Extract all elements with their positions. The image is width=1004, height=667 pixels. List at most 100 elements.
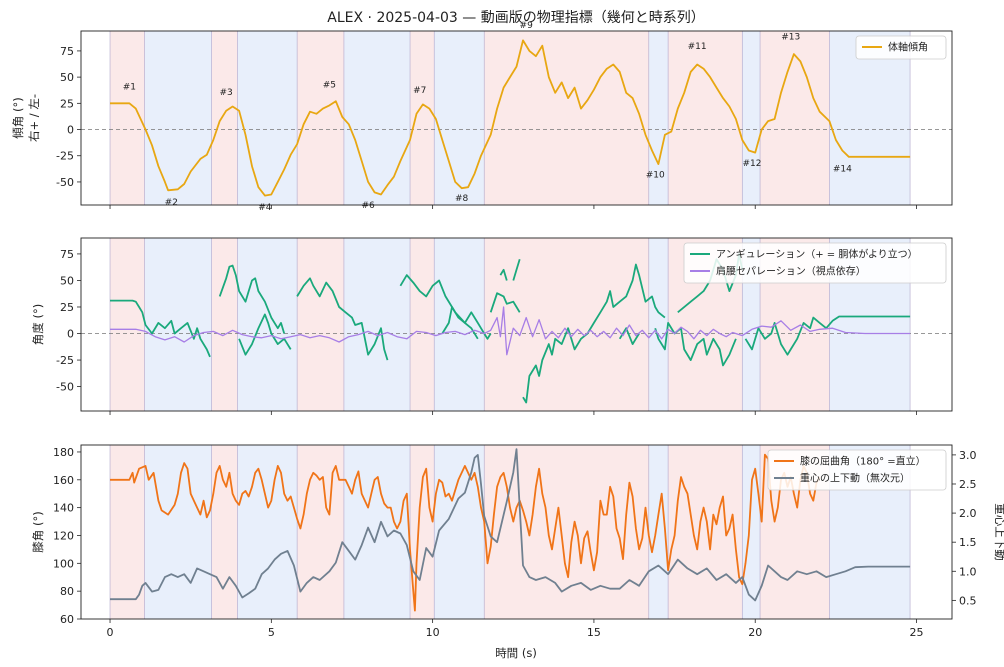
figure-title: ALEX · 2025-04-03 — 動画版の物理指標（幾何と時系列） xyxy=(327,10,704,26)
y-axis-label: 傾角 (°) xyxy=(11,97,25,138)
y-tick-label: 0 xyxy=(67,328,74,341)
legend-label: 膝の屈曲角（180° =直立） xyxy=(800,455,926,468)
x-tick-label: 5 xyxy=(268,626,275,639)
middle-panel: -50 -25 0 25 50 75 角度 (°) アンギュレーション（+ = 胴体がより立つ… xyxy=(31,237,953,415)
peak-annotation: #3 xyxy=(220,88,233,98)
y-tick-label: 80 xyxy=(60,585,74,598)
x-tick-label: 10 xyxy=(426,626,440,639)
legend-box xyxy=(855,35,947,60)
phase-band xyxy=(297,238,344,411)
peak-annotation: #13 xyxy=(781,32,800,42)
phase-band xyxy=(237,238,298,411)
phase-band xyxy=(110,238,145,411)
x-tick-label: 25 xyxy=(910,626,924,639)
phase-band xyxy=(297,31,344,205)
phase-band xyxy=(760,31,830,205)
y-tick-label: 180 xyxy=(53,446,74,459)
y2-tick-label: 3.0 xyxy=(959,449,977,462)
phase-band xyxy=(297,445,344,619)
phase-band xyxy=(144,445,212,619)
series-line xyxy=(522,263,666,404)
y-axis-label: 右+ / 左- xyxy=(27,94,41,142)
phase-band xyxy=(211,238,238,411)
top-panel: #1 #2 #3 #4 #5 #6 #7 #8 #9 #10 #11 #12 #13 #14 -50 -25 0… xyxy=(11,21,953,213)
series-line xyxy=(512,258,521,281)
series-line xyxy=(110,453,821,612)
y-axis-label: 角度 (°) xyxy=(31,304,45,345)
phase-band xyxy=(110,31,145,205)
phase-band xyxy=(434,238,485,411)
phase-band xyxy=(343,238,411,411)
plot-frame xyxy=(80,444,953,620)
legend: 体軸傾角 xyxy=(855,35,947,60)
bottom-panel: 0 5 10 15 20 25 60 80 100 120 140 160 180 0.5 1.0 1.5 2.… xyxy=(31,444,1004,639)
y-tick-label: 50 xyxy=(60,274,74,287)
phase-band xyxy=(742,31,761,205)
phase-band xyxy=(484,445,649,619)
y-axis-label: 膝角 (°) xyxy=(31,511,45,552)
y-tick-label: -25 xyxy=(56,354,74,367)
series-line xyxy=(499,268,508,281)
phase-band xyxy=(211,445,238,619)
y-tick-label: 160 xyxy=(53,474,74,487)
plot-frame xyxy=(80,30,953,206)
series-line xyxy=(296,277,389,361)
y2-tick-label: 1.5 xyxy=(959,536,977,549)
x-axis-label: 時間 (s) xyxy=(495,646,537,660)
y-tick-label: 60 xyxy=(60,613,74,626)
phase-band xyxy=(668,31,743,205)
peak-annotation: #1 xyxy=(123,83,136,93)
peak-annotation: #7 xyxy=(413,86,426,96)
legend-box xyxy=(767,449,947,491)
peak-annotation: #12 xyxy=(742,159,761,169)
phase-band xyxy=(343,31,411,205)
y2-axis-label: 重心上下動 xyxy=(993,503,1004,561)
x-tick-label: 0 xyxy=(107,626,114,639)
plot-frame xyxy=(80,237,953,412)
y-tick-label: -50 xyxy=(56,381,74,394)
phase-band xyxy=(742,445,761,619)
series-line xyxy=(238,313,292,356)
y-tick-label: 100 xyxy=(53,557,74,570)
legend-box xyxy=(683,242,947,284)
y-tick-label: 75 xyxy=(60,45,74,58)
phase-band xyxy=(648,31,669,205)
peak-annotation: #4 xyxy=(258,203,272,213)
peak-annotation: #2 xyxy=(165,198,178,208)
legend-label: 肩腰セパレーション（視点依存） xyxy=(716,265,866,278)
series-line xyxy=(110,39,911,197)
phase-band xyxy=(237,445,298,619)
phase-band xyxy=(829,31,911,205)
x-tick-label: 20 xyxy=(748,626,762,639)
legend-label: 体軸傾角 xyxy=(888,41,928,54)
y-tick-label: 25 xyxy=(60,301,74,314)
peak-annotation: #8 xyxy=(455,194,469,204)
y-tick-label: 0 xyxy=(67,124,74,137)
peak-annotation: #9 xyxy=(520,21,534,31)
y-tick-label: 75 xyxy=(60,248,74,261)
y-tick-label: 120 xyxy=(53,529,74,542)
x-tick-label: 15 xyxy=(587,626,601,639)
phase-band xyxy=(237,31,298,205)
phase-band xyxy=(434,31,485,205)
phase-band xyxy=(144,238,212,411)
phase-band xyxy=(648,445,669,619)
peak-annotation: #11 xyxy=(688,42,707,52)
phase-band xyxy=(211,31,238,205)
y-tick-label: -50 xyxy=(56,176,74,189)
series-line xyxy=(489,292,521,313)
phase-band xyxy=(410,31,435,205)
y2-tick-label: 2.0 xyxy=(959,507,977,520)
series-line xyxy=(218,264,286,334)
phase-band xyxy=(668,445,743,619)
y2-tick-label: 2.5 xyxy=(959,478,977,491)
peak-annotation: #14 xyxy=(833,164,852,174)
series-line xyxy=(654,322,737,367)
peak-annotation: #6 xyxy=(361,201,375,211)
phase-band xyxy=(484,238,649,411)
phase-band xyxy=(410,238,435,411)
y-tick-label: 25 xyxy=(60,97,74,110)
phase-band xyxy=(110,445,145,619)
phase-band xyxy=(434,445,485,619)
